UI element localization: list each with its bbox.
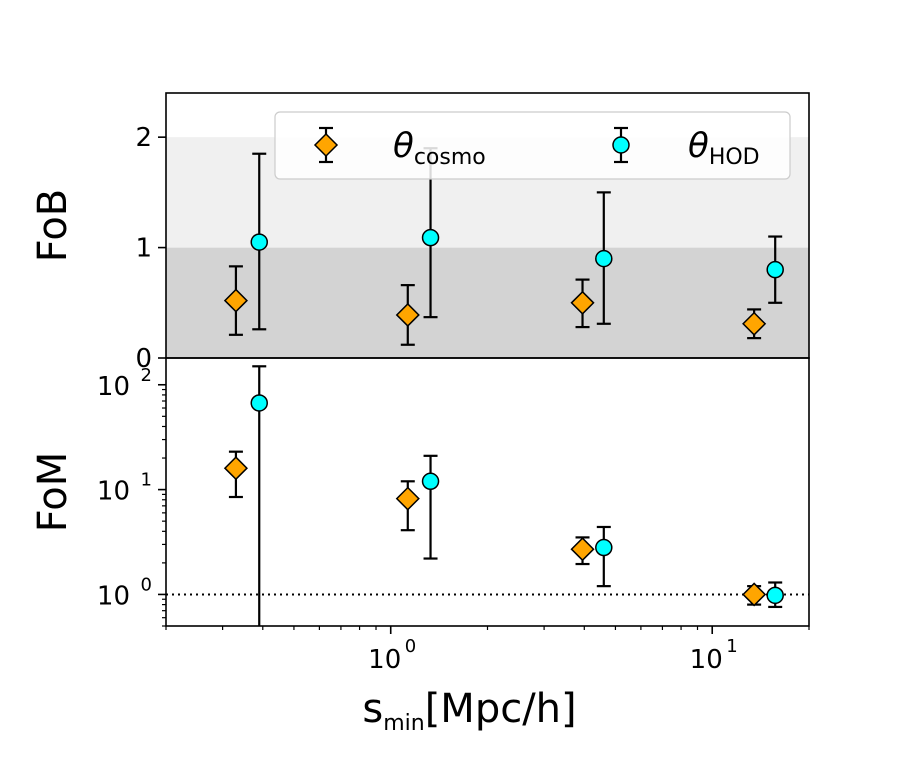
fom-errorbar-hod [596,525,611,588]
x-tick-exponent: 0 [405,636,416,657]
fob-y-tick-label: 1 [135,234,152,264]
fob-band-0 [166,247,809,358]
fob-point-hod [250,233,268,251]
x-tick-exponent: 1 [726,636,737,657]
legend-marker-cosmo [313,132,339,158]
x-tick-label: 10 [368,645,401,675]
fom-point-cosmo [223,456,248,481]
fom-y-axis-label: FoM [30,452,76,533]
fob-y-axis-label: FoB [30,189,76,263]
fob-y-ticks: 0 1 2 [135,123,166,374]
x-axis-label-unit: [Mpc/h] [425,686,577,732]
fom-point-cosmo [570,537,595,562]
fom-point-hod [766,586,784,605]
legend-label-cosmo: θcosmo [393,126,486,170]
fob-y-tick-label: 0 [135,344,152,374]
fom-point-hod [595,538,613,557]
fom-point-cosmo [742,582,767,607]
x-axis-label-main: s [362,686,383,732]
fob-markers [223,228,784,336]
fob-point-hod [595,249,613,268]
x-axis-label-sub: min [383,711,425,736]
legend-entry-cosmo: θcosmo [313,126,486,170]
fom-y-tick-label: 10 [97,372,130,402]
legend-label-hod: θHOD [688,126,760,170]
fob-point-cosmo [223,288,248,313]
fob-point-cosmo [395,302,420,327]
legend-subscript: cosmo [414,145,486,170]
x-tick-label: 10 [690,645,723,675]
legend-entry-hod: θHOD [612,126,760,170]
legend-subscript: HOD [709,145,760,170]
fom-point-cosmo [395,486,420,511]
fom-y-tick-label: 10 [97,477,130,507]
fom-panel: 10 010 110 210 0 10 1 FoM smin[Mpc/h] [30,357,810,736]
fom-point-hod [421,472,440,491]
fob-point-cosmo [570,290,595,315]
fom-errorbars [228,365,783,626]
fom-y-tick-exponent: 1 [141,470,152,491]
x-axis-label: smin[Mpc/h] [362,686,576,736]
fom-y-tick-exponent: 2 [141,365,152,386]
fob-panel: 012 FoB θcosmo θHOD [30,92,810,374]
fom-axes-frame [165,357,810,627]
fom-point-hod [250,394,268,412]
legend-symbol: θ [393,126,414,166]
fom-ticks: 10 010 110 210 0 10 1 [97,365,810,675]
fom-y-tick-exponent: 0 [141,574,152,595]
fob-point-hod [766,260,784,279]
fob-point-hod [421,228,440,247]
legend-marker-hod [612,136,630,154]
fom-y-tick-label: 10 [97,581,130,611]
fob-y-tick-label: 2 [135,123,152,153]
fom-markers [223,394,784,607]
fom-errorbar-hod [423,454,438,560]
legend-box [274,111,791,180]
fob-point-cosmo [742,311,767,336]
legend-symbol: θ [688,126,709,166]
legend: θcosmo θHOD [274,111,791,180]
